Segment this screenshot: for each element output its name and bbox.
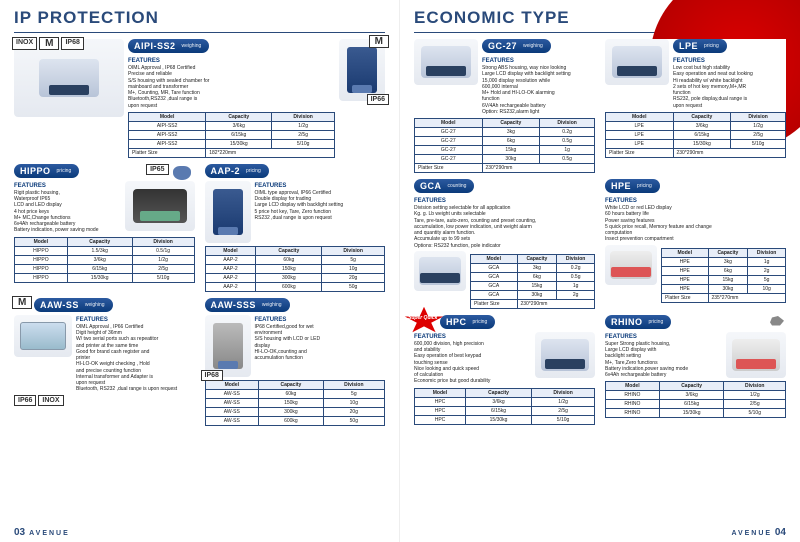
divider [14,32,385,33]
product-image-platform: M IP66 [339,39,385,101]
card-aipi: INOX M IP68 AIPI-SS2weighing FEATURES OI… [14,39,385,158]
spec-table: ModelCapacityDivision HIPPO1.5/3kg0.5/1g… [14,237,195,283]
features-label: FEATURES [76,317,195,323]
spec-table: ModelCapacityDivision AW-SS60kg5g AW-SS1… [205,380,386,426]
card-lpe: LPEpricing FEATURES Low cost but high st… [605,39,786,173]
product-image: IP68 [205,315,251,377]
model-pill: AAW-SSSweighing [205,298,290,312]
features-text: Super Strong plastic housing, Large LCD … [605,341,722,379]
badge-ip68: IP68 [201,370,223,381]
features-label: FEATURES [14,183,121,189]
features-label: FEATURES [255,317,386,323]
card-hpe: HPEpricing FEATURES White LCD or red LED… [605,179,786,309]
starburst-icon: Super Quick [404,307,444,335]
row-aaw: M AAW-SSweighing FEATURES OIML Approval … [14,298,385,426]
product-image [125,181,195,231]
model-pill: HIPPOpricing [14,164,79,178]
features-label: FEATURES [673,58,786,64]
badge-ip66: IP66 [14,395,36,406]
features-label: FEATURES [605,198,786,204]
features-text: Rigit plastic housing, Waterproof IP65 L… [14,190,121,234]
spec-table: ModelCapacityDivision AAP-260kg5g AAP-21… [205,246,386,292]
card-aawss: M AAW-SSweighing FEATURES OIML Approval … [14,298,195,426]
badges-aipi: INOX M IP68 [12,37,84,50]
divider [414,32,786,33]
section-title-right: ECONOMIC TYPE [414,8,786,28]
features-label: FEATURES [414,334,531,340]
product-image [414,251,466,291]
features-text: IP68 Certified,good for wet environment … [255,324,386,362]
features-text: Strong ABS housing, way nice looking Lar… [482,65,595,115]
features-label: FEATURES [414,198,595,204]
features-text: 600,000 division, high precision and sta… [414,341,531,385]
row-gca-hpe: GCAcounting FEATURES Division setting se… [414,179,786,309]
model-pill: AAP-2pricing [205,164,269,178]
product-image [726,332,786,378]
spec-table: ModelCapacityDivision AIPI-SS23/6kg1/2g … [128,112,335,158]
row-gc27-lpe: GC-27weighing FEATURES Strong ABS housin… [414,39,786,173]
card-hippo: HIPPOpricing IP65 FEATURES Rigit plastic… [14,164,195,292]
catalog-spread: IP PROTECTION INOX M IP68 AIPI-SS2weighi… [0,0,800,542]
features-text: White LCD or red LED display 60 hours ba… [605,205,786,243]
model-pill: GC-27weighing [482,39,551,53]
features-label: FEATURES [482,58,595,64]
badge-ip65: IP65 [146,164,168,175]
model-pill: HPCpricing [440,315,495,329]
model-pill: AIPI-SS2weighing [128,39,209,53]
card-aawsss: AAW-SSSweighing IP68 FEATURES IP68 Certi… [205,298,386,426]
row-aipi: INOX M IP68 AIPI-SS2weighing FEATURES OI… [14,39,385,158]
features-text: OIML Approval , IP66 Certified Digit hei… [76,324,195,393]
badge-m: M [12,296,32,309]
badge-m: M [369,35,389,48]
spec-table: ModelCapacityDivision GCA3kg0.2g GCA6kg0… [470,254,595,309]
card-info: AIPI-SS2weighing FEATURES OIML Approval … [128,39,335,158]
features-label: FEATURES [255,183,386,189]
spec-table: ModelCapacityDivision RHINO3/6kg1/2g RHI… [605,381,786,418]
rhino-icon [766,313,786,329]
product-image [414,39,478,85]
features-text: OIML type approval, IP66 Certified Doubl… [255,190,386,221]
page-right: ECONOMIC TYPE GC-27weighing FEATURES Str… [400,0,800,542]
hippo-icon [173,166,191,180]
section-title-left: IP PROTECTION [14,8,385,28]
model-pill: GCAcounting [414,179,474,193]
features-text: Division setting selectable for all appl… [414,205,595,249]
card-gca: GCAcounting FEATURES Division setting se… [414,179,595,309]
model-pill: AAW-SSweighing [34,298,113,312]
row-hippo-aap2: HIPPOpricing IP65 FEATURES Rigit plastic… [14,164,385,292]
product-image [535,332,595,378]
product-image [205,181,251,243]
spec-table: ModelCapacityDivision LPE3/6kg1/2g LPE6/… [605,112,786,158]
model-pill: HPEpricing [605,179,660,193]
page-left: IP PROTECTION INOX M IP68 AIPI-SS2weighi… [0,0,400,542]
spec-table: ModelCapacityDivision HPE3kg1g HPE6kg2g … [661,248,786,303]
product-image [605,39,669,85]
spec-table: ModelCapacityDivision GC-273kg0.2g GC-27… [414,118,595,173]
card-gc27: GC-27weighing FEATURES Strong ABS housin… [414,39,595,173]
badge-inox: INOX [38,395,63,406]
features-text: Low cost but high stability Easy operati… [673,65,786,109]
card-rhino: RHINOpricing FEATURES Super Strong plast… [605,315,786,425]
page-number-right: AVENUE 04 [727,527,786,538]
card-aap2: AAP-2pricing FEATURES OIML type approval… [205,164,386,292]
features-text: OIML Approval , IP68 Certified Precise a… [128,65,335,109]
model-pill: LPEpricing [673,39,727,53]
page-number-left: 03AVENUE [14,527,70,538]
product-image [14,39,124,117]
badge-inox: INOX [12,37,37,50]
badge-ip66: IP66 [367,94,389,105]
badge-ip68: IP68 [61,37,83,50]
product-image [605,245,657,285]
model-pill: RHINOpricing [605,315,671,329]
badge-m: M [39,37,59,50]
row-hpc-rhino: Super Quick HPCpricing FEATURES 600,000 … [414,315,786,425]
product-image [14,315,72,357]
features-label: FEATURES [128,58,335,64]
card-hpc: Super Quick HPCpricing FEATURES 600,000 … [414,315,595,425]
spec-table: ModelCapacityDivision HPC3/6kg1/2g HPC6/… [414,388,595,425]
features-label: FEATURES [605,334,722,340]
